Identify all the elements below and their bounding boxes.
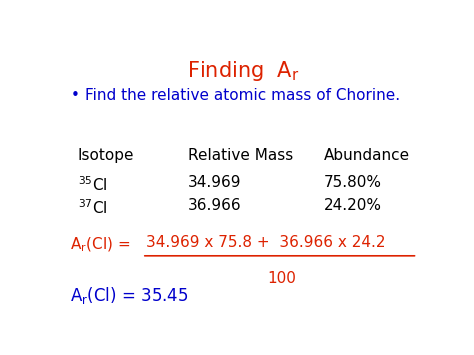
Text: $\mathregular{A_r}$(Cl) =: $\mathregular{A_r}$(Cl) = — [70, 235, 132, 254]
Text: 36.966: 36.966 — [188, 198, 241, 213]
Text: Relative Mass: Relative Mass — [188, 148, 293, 163]
Text: $^{35}$Cl: $^{35}$Cl — [78, 175, 107, 194]
Text: 34.969: 34.969 — [188, 175, 241, 190]
Text: 34.969 x 75.8 +  36.966 x 24.2: 34.969 x 75.8 + 36.966 x 24.2 — [146, 235, 385, 250]
Text: Finding  $\mathregular{A_r}$: Finding $\mathregular{A_r}$ — [187, 59, 299, 83]
Text: •: • — [70, 88, 79, 103]
Text: 100: 100 — [267, 271, 296, 286]
Text: 24.20%: 24.20% — [324, 198, 382, 213]
Text: 75.80%: 75.80% — [324, 175, 382, 190]
Text: Find the relative atomic mass of Chorine.: Find the relative atomic mass of Chorine… — [85, 88, 400, 103]
Text: Abundance: Abundance — [324, 148, 410, 163]
Text: $^{37}$Cl: $^{37}$Cl — [78, 198, 107, 217]
Text: Isotope: Isotope — [78, 148, 134, 163]
Text: $\mathregular{A_r}$(Cl) = 35.45: $\mathregular{A_r}$(Cl) = 35.45 — [70, 284, 189, 306]
